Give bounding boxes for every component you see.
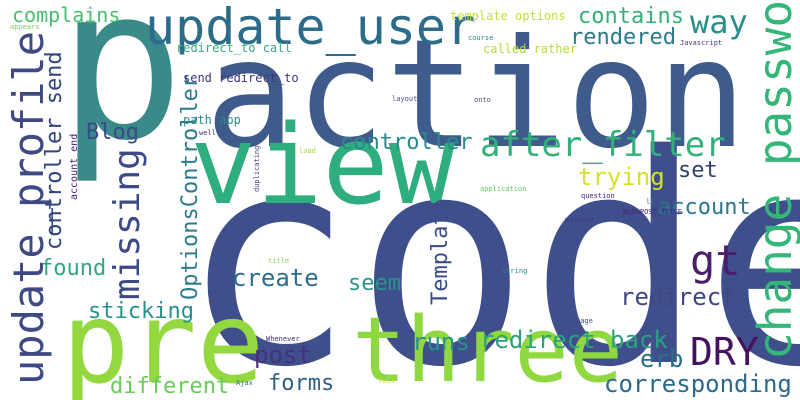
word-p: p: [58, 0, 185, 187]
word-create: create: [232, 264, 319, 292]
word-lt: lt: [646, 198, 655, 206]
word-missing: missing: [107, 148, 148, 300]
word-pre: pre: [62, 279, 265, 400]
word-erb: erb: [640, 345, 684, 373]
word-trying: trying: [578, 163, 665, 191]
word-send-redirect-to: send redirect_to: [183, 71, 299, 85]
word-template-options: template options: [450, 9, 566, 23]
word-account-end: account end: [69, 133, 80, 200]
word-well: well: [199, 129, 216, 137]
word-controller-send: controller send: [42, 51, 67, 250]
word-corresponding: corresponding: [604, 370, 792, 398]
word-contains: contains: [578, 4, 684, 29]
word-layout: layout: [392, 95, 418, 103]
word-redirect: redirect: [620, 283, 736, 311]
word-way: way: [690, 3, 748, 41]
word-gt: gt: [690, 236, 741, 285]
word-tell: tell: [378, 377, 395, 385]
word-redirect-back: redirect back: [480, 326, 668, 354]
word-title: title: [268, 257, 290, 265]
word-page: page: [576, 317, 593, 325]
word-whenever: Whenever: [266, 335, 300, 343]
word-question: question: [581, 192, 615, 200]
word-course: course: [468, 34, 494, 42]
word-different: different: [110, 374, 230, 399]
word-controller: controller: [340, 130, 473, 155]
word-view: view: [190, 101, 455, 229]
word-change-password: change_password: [748, 0, 800, 360]
word-path-app: path app: [183, 113, 241, 127]
word-code: code: [180, 94, 800, 400]
word-appears: appears: [10, 23, 40, 31]
word-sticking: sticking: [88, 299, 194, 324]
word-string: string: [502, 267, 528, 275]
word-forms: forms: [268, 371, 335, 396]
word-action: action: [205, 8, 747, 182]
word-runs: runs: [412, 328, 470, 356]
word-blog: Blog: [86, 120, 139, 145]
word-found: found: [40, 256, 107, 281]
word-duplicating: duplicating: [253, 145, 261, 192]
word-application: application: [480, 185, 527, 193]
word-seem: seem: [348, 271, 401, 296]
word-template: Template: [428, 199, 453, 305]
word-rendered: rendered: [570, 25, 676, 50]
word-dry: DRY: [690, 330, 759, 374]
word-complains: complains: [12, 3, 121, 27]
word-optionscontroller: OptionsController: [178, 74, 203, 300]
word-set: set: [678, 158, 718, 183]
word-redirect-to-call: redirect_to call: [176, 41, 292, 55]
word-without: without: [565, 216, 595, 224]
word-ajax: Ajax: [236, 379, 253, 387]
word-onto: onto: [474, 96, 491, 104]
word-blogpost-title: BLOGPOST_TITLE: [623, 208, 683, 216]
word-update-user: update_user: [145, 0, 477, 56]
word-post: post: [254, 341, 312, 369]
word-javascript: Javascript: [680, 39, 723, 47]
word-load: load: [299, 147, 316, 155]
word-after-filter: after_filter: [480, 125, 726, 165]
word-called-rather: called rather: [483, 42, 577, 56]
word-three: three: [352, 298, 623, 400]
word-account: account: [658, 195, 751, 220]
